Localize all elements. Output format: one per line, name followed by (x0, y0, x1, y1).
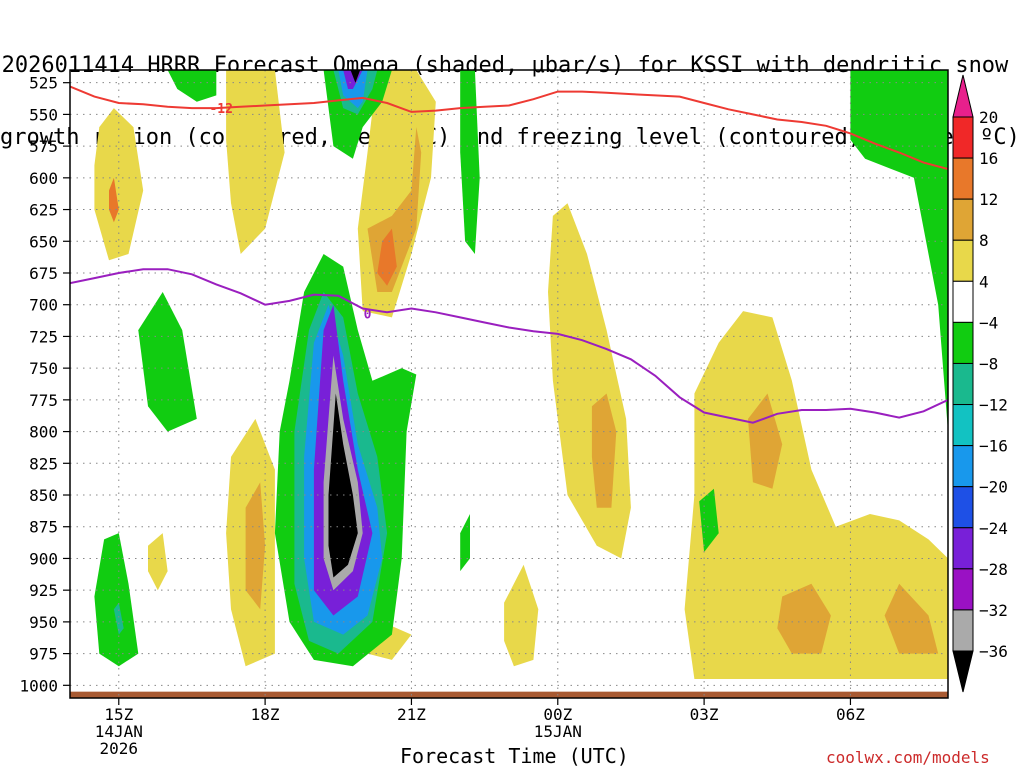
y-tick-label-625: 625 (29, 201, 58, 220)
colorbar-label-12: −32 (979, 601, 1008, 620)
colorbar-label-6: −8 (979, 354, 998, 373)
x-tick-year-15Z: 2026 (100, 739, 139, 758)
colorbar-label-11: −28 (979, 560, 1008, 579)
omega-yellow-overnight (684, 311, 948, 679)
colorbar-label-0: 20 (979, 108, 998, 127)
x-tick-label-18Z: 18Z (251, 705, 280, 724)
omega-yellow-left-upper (94, 108, 144, 261)
colorbar-segment-12 (952, 609, 974, 652)
colorbar-label-3: 8 (979, 231, 989, 250)
omega-green-speck-b (699, 488, 719, 553)
x-tick-label-03Z: 03Z (690, 705, 719, 724)
colorbar-segment-0 (952, 116, 974, 159)
omega-orange-overnight-b (777, 583, 831, 654)
colorbar-segment-7 (952, 404, 974, 447)
contour-label-0: 0 (364, 308, 372, 323)
omega-black-upper (350, 70, 361, 83)
y-tick-label-950: 950 (29, 613, 58, 632)
omega-orange-overnight-c (884, 583, 939, 654)
colorbar-label-5: −4 (979, 313, 998, 332)
contour-line-0 (70, 268, 948, 424)
colorbar: 20 16 12 8 4 −4 −8 −12 −16 −20 −24 −28 −32 −36 (952, 74, 1008, 693)
colorbar-segment-9 (952, 486, 974, 529)
x-tick-label-21Z: 21Z (397, 705, 426, 724)
y-tick-label-675: 675 (29, 264, 58, 283)
y-axis: 525 550 575 600 625 650 675 700 725 750 775 800 825 8… (19, 74, 70, 695)
y-tick-label-825: 825 (29, 454, 58, 473)
y-tick-label-575: 575 (29, 137, 58, 156)
omega-orange-overnight-a (748, 393, 783, 489)
colorbar-segment-8 (952, 445, 974, 488)
omega-green-upper-left (167, 70, 217, 102)
terrain-band (70, 691, 948, 698)
x-tick-label-06Z: 06Z (836, 705, 865, 724)
colorbar-label-1: 16 (979, 149, 998, 168)
temperature-contours: -12 0 (70, 85, 948, 424)
y-tick-label-600: 600 (29, 169, 58, 188)
x-axis-label: Forecast Time (UTC) (400, 744, 629, 768)
colorbar-bottom-arrow (952, 650, 974, 693)
omega-green-speck-a (460, 514, 470, 572)
omega-teal-left (113, 602, 124, 635)
colorbar-top-arrow (952, 74, 974, 118)
colorbar-label-13: −36 (979, 642, 1008, 661)
omega-darkorange-upper (377, 228, 397, 286)
colorbar-label-10: −24 (979, 519, 1008, 538)
x-tick-date-15Z: 14JAN (95, 722, 143, 741)
y-tick-label-850: 850 (29, 486, 58, 505)
y-tick-label-900: 900 (29, 549, 58, 568)
x-tick-label-00Z: 00Z (543, 705, 572, 724)
omega-green-left-low (94, 533, 139, 667)
omega-green-upper-right (850, 70, 948, 432)
y-tick-label-700: 700 (29, 296, 58, 315)
omega-orange-left-low (245, 482, 266, 610)
omega-yellow-evening (548, 203, 631, 559)
credit-link[interactable]: coolwx.com/models (826, 748, 990, 767)
x-tick-date-00Z: 15JAN (534, 722, 582, 741)
y-tick-label-750: 750 (29, 359, 58, 378)
omega-black-core (328, 393, 358, 578)
y-tick-label-725: 725 (29, 327, 58, 346)
colorbar-segment-10 (952, 527, 974, 570)
omega-yellow-small-a (148, 533, 168, 591)
colorbar-segment-4 (952, 280, 974, 323)
y-tick-label-775: 775 (29, 391, 58, 410)
colorbar-segment-1 (952, 157, 974, 200)
contour-line-neg12 (70, 85, 948, 170)
colorbar-label-2: 12 (979, 190, 998, 209)
grid-lines (70, 70, 948, 698)
y-tick-label-875: 875 (29, 518, 58, 537)
omega-yellow-blob-23 (504, 564, 539, 667)
y-tick-label-800: 800 (29, 423, 58, 442)
contour-label-neg12: -12 (209, 102, 232, 117)
colorbar-segment-2 (952, 198, 974, 241)
y-tick-label-925: 925 (29, 581, 58, 600)
y-tick-label-650: 650 (29, 232, 58, 251)
x-tick-label-15Z: 15Z (104, 705, 133, 724)
omega-darkorange-left (109, 177, 119, 223)
omega-orange-evening (591, 393, 617, 508)
colorbar-segment-5 (952, 321, 974, 364)
colorbar-segment-6 (952, 362, 974, 406)
omega-shading (70, 70, 948, 698)
y-tick-label-1000: 1000 (19, 676, 58, 695)
colorbar-segment-3 (952, 239, 974, 282)
omega-green-left-mid (138, 292, 197, 432)
y-tick-label-550: 550 (29, 105, 58, 124)
y-tick-label-975: 975 (29, 645, 58, 664)
colorbar-label-8: −16 (979, 437, 1008, 456)
omega-yellow-top-mid (226, 70, 285, 254)
colorbar-label-9: −20 (979, 478, 1008, 497)
plot-frame (69, 69, 949, 699)
colorbar-segment-11 (952, 568, 974, 611)
colorbar-label-7: −12 (979, 396, 1008, 415)
omega-green-column-22 (460, 70, 480, 254)
y-tick-label-525: 525 (29, 74, 58, 93)
colorbar-label-4: 4 (979, 272, 989, 291)
